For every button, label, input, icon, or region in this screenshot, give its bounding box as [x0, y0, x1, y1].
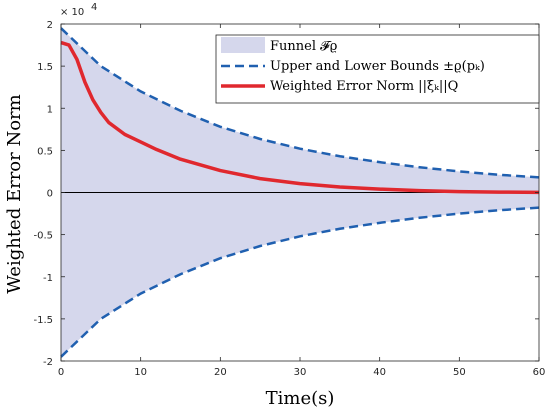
- tick-labels: 0 10 20 30 40 50 60 2 1.5 1 0.5 0 -0.5 -1 -1.5 -2: [33, 20, 545, 378]
- legend-box: [215, 34, 540, 104]
- x-tick-label: 50: [453, 367, 466, 378]
- legend-bounds-label: Upper and Lower Bounds ±ϱ(pₖ): [270, 59, 485, 74]
- y-tick-label: 0.5: [37, 146, 53, 157]
- upper-bound-line: [60, 27, 540, 179]
- legend: Funnel 𝓕ϱ Upper and Lower Bounds ±ϱ(pₖ) …: [215, 34, 540, 104]
- error-norm-line: [60, 40, 540, 195]
- y-tick-label: -2: [43, 357, 53, 368]
- y-tick-label: -1.5: [33, 315, 53, 326]
- y-tick-label: -1: [43, 273, 53, 284]
- y-scale-exponent: 4: [91, 2, 97, 13]
- y-tick-label: -0.5: [33, 231, 53, 242]
- x-tick-label: 60: [533, 367, 546, 378]
- y-tick-label: 0: [47, 189, 53, 200]
- x-tick-label: 10: [134, 367, 147, 378]
- x-tick-label: 20: [214, 367, 227, 378]
- y-tick-label: 1.5: [37, 62, 53, 73]
- legend-error-label: Weighted Error Norm ||ξₖ||Q: [270, 79, 458, 94]
- legend-funnel-swatch: [221, 37, 265, 53]
- y-tick-label: 1: [47, 104, 53, 115]
- y-axis-title: Weighted Error Norm: [4, 94, 25, 293]
- plot-area: [60, 27, 540, 358]
- x-tick-label: 0: [58, 367, 64, 378]
- x-axis-title: Time(s): [266, 388, 335, 409]
- y-tick-label: 2: [47, 20, 53, 31]
- x-tick-label: 30: [294, 367, 307, 378]
- y-scale-multiplier: × 10: [60, 7, 84, 18]
- legend-funnel-label: Funnel 𝓕ϱ: [270, 39, 337, 54]
- lower-bound-line: [60, 206, 540, 358]
- x-tick-label: 40: [373, 367, 386, 378]
